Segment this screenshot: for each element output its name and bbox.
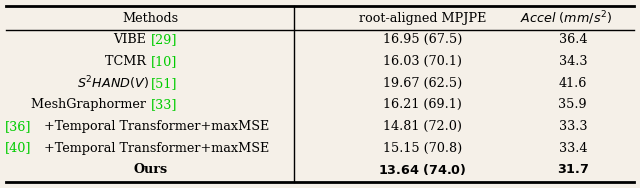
Text: 33.3: 33.3 bbox=[559, 120, 587, 133]
Text: 41.6: 41.6 bbox=[559, 77, 587, 90]
Text: 34.3: 34.3 bbox=[559, 55, 587, 68]
Text: 16.95 (67.5): 16.95 (67.5) bbox=[383, 33, 462, 46]
Text: [29]: [29] bbox=[150, 33, 177, 46]
Text: TCMR: TCMR bbox=[106, 55, 150, 68]
Text: 14.81 (72.0): 14.81 (72.0) bbox=[383, 120, 462, 133]
Text: 19.67 (62.5): 19.67 (62.5) bbox=[383, 77, 462, 90]
Text: 15.15 (70.8): 15.15 (70.8) bbox=[383, 142, 462, 155]
Text: +Temporal Transformer+maxMSE: +Temporal Transformer+maxMSE bbox=[44, 142, 269, 155]
Text: 35.9: 35.9 bbox=[559, 98, 587, 111]
Text: [40]: [40] bbox=[5, 142, 31, 155]
Text: [10]: [10] bbox=[150, 55, 177, 68]
Text: [51]: [51] bbox=[150, 77, 177, 90]
Text: Methods: Methods bbox=[122, 12, 179, 25]
Text: 33.4: 33.4 bbox=[559, 142, 587, 155]
Text: $S^2HAND(V)$: $S^2HAND(V)$ bbox=[77, 74, 150, 92]
Text: $\mathit{Accel}\ \mathit{(mm/s^2)}$: $\mathit{Accel}\ \mathit{(mm/s^2)}$ bbox=[520, 10, 612, 27]
Text: [36]: [36] bbox=[5, 120, 31, 133]
Text: 16.03 (70.1): 16.03 (70.1) bbox=[383, 55, 462, 68]
Text: MeshGraphormer: MeshGraphormer bbox=[31, 98, 150, 111]
Text: VIBE: VIBE bbox=[113, 33, 150, 46]
Text: $\mathbf{31.7}$: $\mathbf{31.7}$ bbox=[557, 163, 589, 176]
Text: [33]: [33] bbox=[150, 98, 177, 111]
Text: root-aligned MPJPE: root-aligned MPJPE bbox=[358, 12, 486, 25]
Text: 16.21 (69.1): 16.21 (69.1) bbox=[383, 98, 462, 111]
Text: Ours: Ours bbox=[133, 163, 168, 176]
Text: +Temporal Transformer+maxMSE: +Temporal Transformer+maxMSE bbox=[44, 120, 269, 133]
Text: 36.4: 36.4 bbox=[559, 33, 587, 46]
Text: $\mathbf{13.64\ (74.0)}$: $\mathbf{13.64\ (74.0)}$ bbox=[378, 162, 467, 177]
